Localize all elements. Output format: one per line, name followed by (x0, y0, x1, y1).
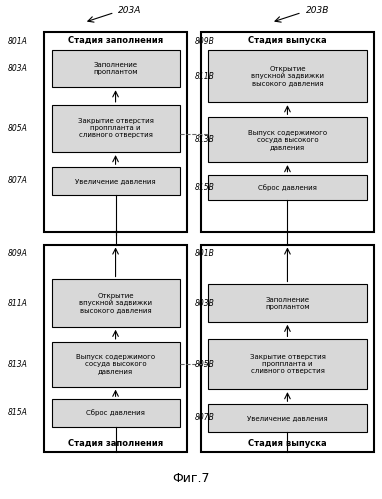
Text: 801A: 801A (8, 37, 28, 46)
Text: Сброс давления: Сброс давления (86, 410, 145, 416)
Bar (52, 399, 180, 427)
Text: 807A: 807A (8, 176, 28, 186)
Bar (52, 167, 180, 195)
Text: 801B: 801B (195, 250, 215, 258)
Text: 811A: 811A (8, 298, 28, 308)
Bar (201, 32, 374, 232)
Bar (52, 105, 180, 152)
Text: 811B: 811B (195, 71, 215, 81)
Text: 805A: 805A (8, 124, 28, 133)
Text: Сброс давления: Сброс давления (258, 184, 317, 191)
Text: 809A: 809A (8, 250, 28, 258)
Bar (208, 404, 367, 432)
Bar (208, 117, 367, 162)
Bar (52, 279, 180, 327)
Text: 805B: 805B (195, 360, 215, 369)
Text: 203B: 203B (306, 6, 329, 15)
Text: Заполнение
проплантом: Заполнение проплантом (265, 296, 310, 310)
Text: Стадия заполнения: Стадия заполнения (68, 36, 163, 45)
Text: Увеличение давления: Увеличение давления (247, 415, 328, 421)
Text: 807B: 807B (195, 413, 215, 423)
Text: 813B: 813B (195, 135, 215, 144)
Bar (208, 175, 367, 200)
Text: Закрытие отверстия
проппланта и
сливного отверстия: Закрытие отверстия проппланта и сливного… (78, 118, 154, 139)
Bar (208, 50, 367, 102)
Text: 203A: 203A (118, 6, 142, 15)
Bar (44, 245, 187, 452)
Bar (52, 342, 180, 387)
Text: 803B: 803B (195, 298, 215, 308)
Text: 803A: 803A (8, 64, 28, 73)
Bar (201, 245, 374, 452)
Text: 809B: 809B (195, 37, 215, 46)
Text: Открытие
впускной задвижки
высокого давления: Открытие впускной задвижки высокого давл… (79, 293, 152, 313)
Text: Выпуск содержимого
сосуда высокого
давления: Выпуск содержимого сосуда высокого давле… (76, 354, 155, 374)
Text: 813A: 813A (8, 360, 28, 369)
Text: Стадия выпуска: Стадия выпуска (248, 36, 327, 45)
Text: Фиг.7: Фиг.7 (172, 472, 210, 485)
Text: Стадия выпуска: Стадия выпуска (248, 439, 327, 448)
Text: Закрытие отверстия
проппланта и
сливного отверстия: Закрытие отверстия проппланта и сливного… (249, 354, 325, 374)
Text: 815B: 815B (195, 183, 215, 192)
Bar (208, 284, 367, 322)
Text: 815A: 815A (8, 408, 28, 418)
Bar (208, 339, 367, 389)
Bar (44, 32, 187, 232)
Text: Выпуск содержимого
сосуда высокого
давления: Выпуск содержимого сосуда высокого давле… (248, 130, 327, 150)
Text: Открытие
впускной задвижки
высокого давления: Открытие впускной задвижки высокого давл… (251, 66, 324, 86)
Text: Стадия заполнения: Стадия заполнения (68, 439, 163, 448)
Text: Увеличение давления: Увеличение давления (75, 178, 156, 184)
Bar (52, 50, 180, 87)
Text: Заполнение
проплантом: Заполнение проплантом (93, 62, 138, 75)
